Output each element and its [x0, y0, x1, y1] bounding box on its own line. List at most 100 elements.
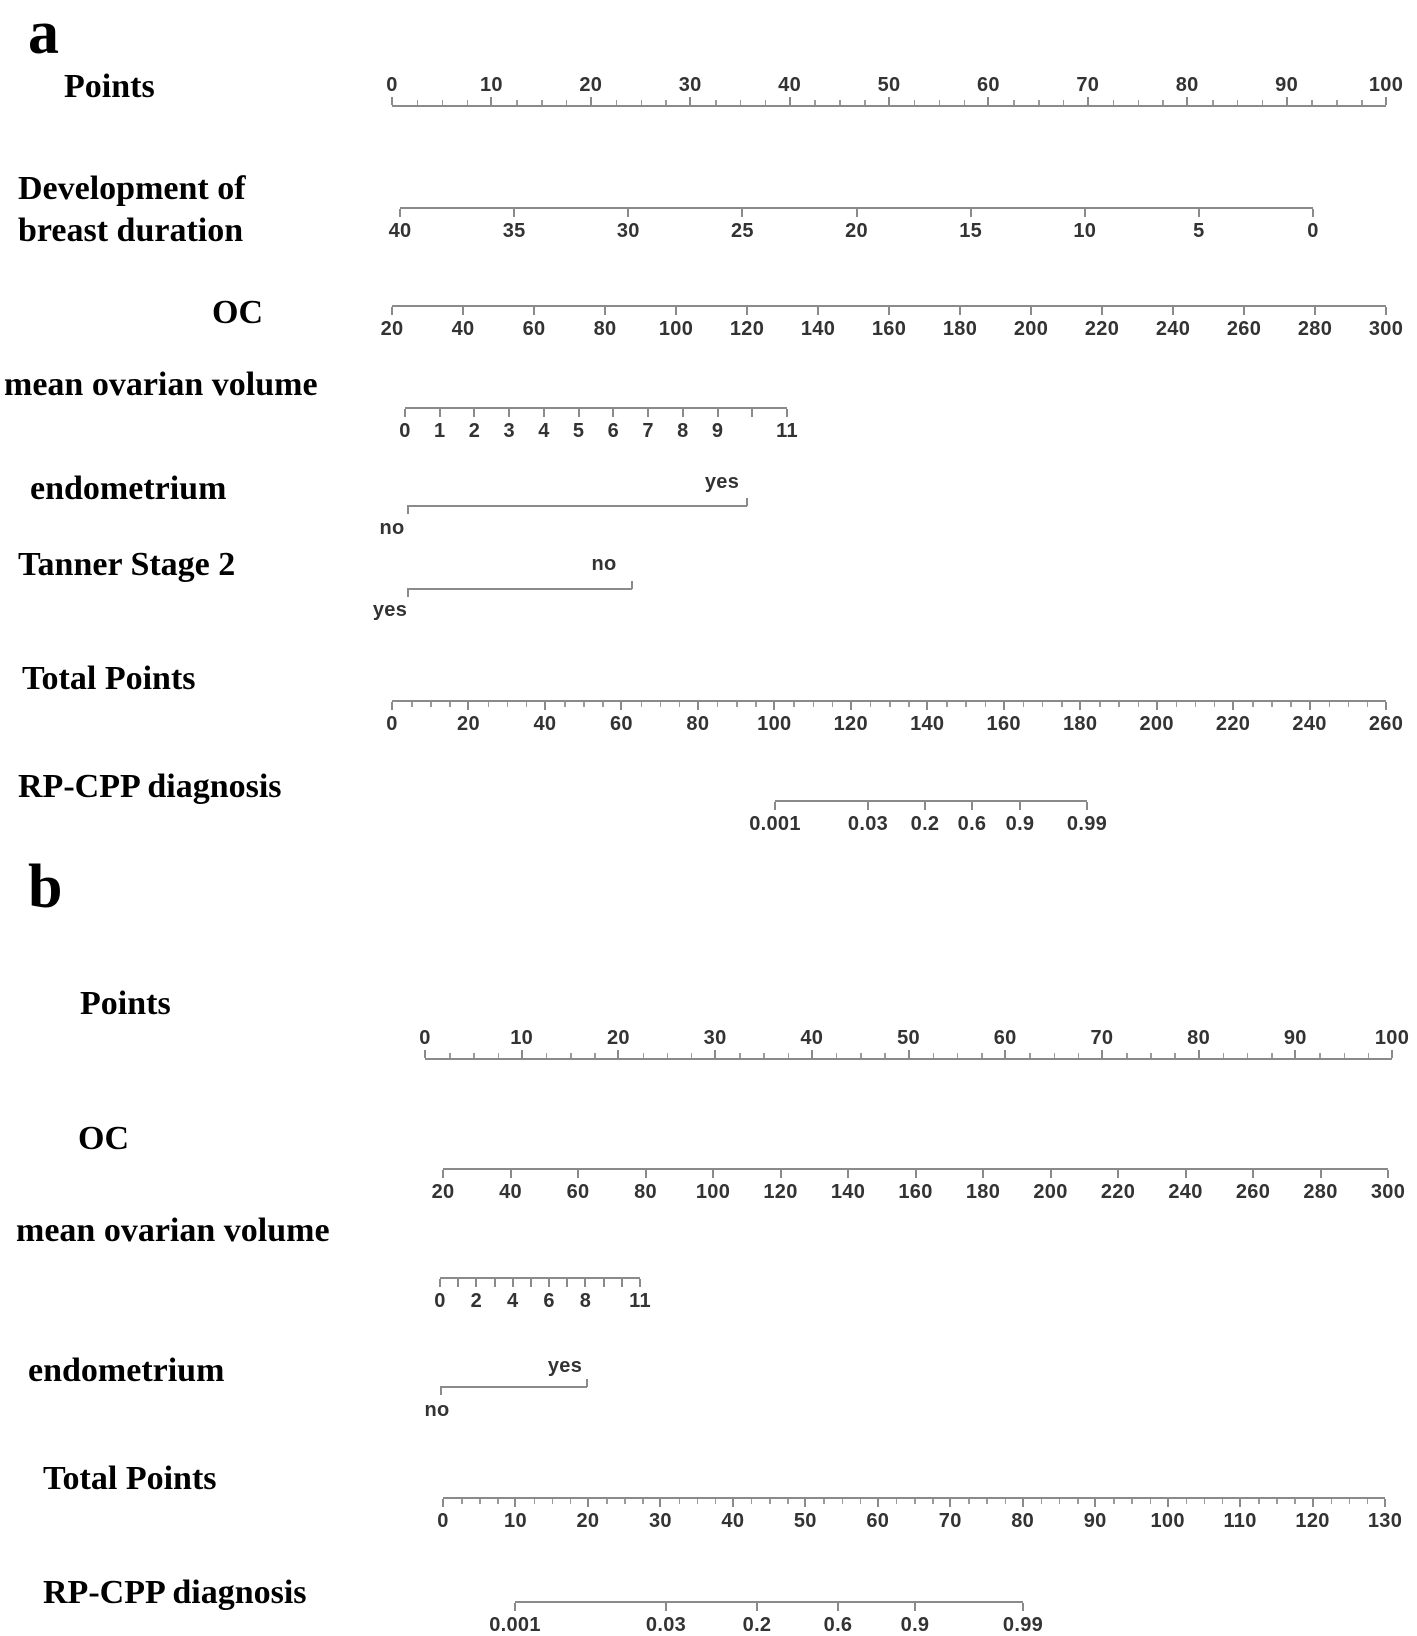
axis-tick-b-mean-ovarian-volume	[584, 1279, 587, 1287]
axis-minor-tick-b-points	[594, 1053, 596, 1058]
axis-minor-tick-b-total-points	[624, 1499, 626, 1504]
axis-minor-tick-a-total-points	[984, 702, 987, 707]
axis-minor-tick-b-points	[1150, 1053, 1152, 1058]
tick-label-b-oc-100: 100	[695, 1181, 731, 1203]
axis-minor-tick-b-points	[1053, 1053, 1056, 1058]
axis-minor-tick-a-total-points	[716, 702, 719, 707]
tick-label-a-oc-280: 280	[1297, 318, 1333, 340]
axis-minor-tick-a-total-points	[908, 702, 910, 707]
axis-tick-a-mean-ovarian-volume	[647, 409, 650, 417]
axis-minor-tick-a-total-points	[1328, 702, 1331, 707]
tick-label-a-points-70: 70	[1076, 74, 1100, 96]
axis-minor-tick-b-total-points	[497, 1499, 499, 1504]
tick-label-b-rp-cpp-diagnosis-0.6: 0.6	[823, 1614, 853, 1636]
axis-tick-b-oc	[712, 1170, 714, 1178]
axis-tick-a-points	[689, 97, 692, 105]
axis-tick-a-mean-ovarian-volume	[716, 409, 719, 417]
axis-tick-a-mean-ovarian-volume	[473, 409, 476, 417]
axis-tick-b-mean-ovarian-volume	[620, 1279, 623, 1287]
axis-tick-b-total-points	[1166, 1499, 1169, 1507]
axis-tick-b-mean-ovarian-volume	[439, 1279, 441, 1287]
tick-label-b-total-points-50: 50	[793, 1510, 817, 1532]
row-label-a-breast-duration: Development of breast duration	[18, 170, 246, 250]
tick-label-b-points-10: 10	[510, 1027, 534, 1049]
axis-minor-tick-a-total-points	[449, 702, 451, 707]
axis-minor-tick-b-total-points	[678, 1499, 680, 1504]
binary-label-b-endometrium-yes: yes	[547, 1355, 583, 1377]
axis-minor-tick-b-total-points	[914, 1499, 916, 1504]
tick-label-b-total-points-40: 40	[721, 1510, 745, 1532]
axis-minor-tick-a-total-points	[812, 702, 815, 707]
axis-tick-b-mean-ovarian-volume	[457, 1279, 460, 1287]
tick-label-a-mean-ovarian-volume-4: 4	[538, 420, 550, 442]
axis-tick-a-points	[490, 97, 493, 105]
axis-minor-tick-b-total-points	[859, 1499, 862, 1504]
axis-minor-tick-a-total-points	[640, 702, 642, 707]
tick-label-b-oc-180: 180	[965, 1181, 1001, 1203]
axis-tick-a-breast-duration	[513, 209, 516, 217]
row-label-b-points: Points	[80, 985, 171, 1022]
axis-minor-tick-b-points	[1319, 1053, 1321, 1058]
axis-minor-tick-a-points	[665, 100, 667, 105]
tick-label-a-total-points-80: 80	[686, 713, 710, 735]
axis-minor-tick-a-points	[1162, 100, 1164, 105]
tick-label-b-oc-300: 300	[1370, 1181, 1406, 1203]
axis-tick-a-points	[1385, 97, 1387, 105]
axis-minor-tick-b-total-points	[551, 1499, 554, 1504]
tick-label-b-total-points-120: 120	[1295, 1510, 1330, 1532]
axis-tick-a-breast-duration	[969, 209, 972, 217]
axis-tick-b-total-points	[1239, 1499, 1242, 1507]
tick-label-a-total-points-220: 220	[1215, 713, 1251, 735]
axis-tick-a-oc	[604, 307, 606, 315]
binary-label-a-endometrium-no: no	[379, 517, 405, 539]
axis-tick-a-total-points	[773, 702, 776, 710]
tick-label-a-mean-ovarian-volume-0: 0	[399, 420, 411, 442]
tick-label-b-oc-220: 220	[1100, 1181, 1136, 1203]
axis-minor-tick-a-points	[764, 100, 767, 105]
tick-label-b-total-points-130: 130	[1367, 1510, 1403, 1532]
tick-label-b-rp-cpp-diagnosis-0.2: 0.2	[742, 1614, 772, 1636]
axis-minor-tick-a-points	[615, 100, 618, 105]
axis-tick-a-total-points	[1308, 702, 1311, 710]
axis-tick-b-rp-cpp-diagnosis	[914, 1603, 916, 1611]
axis-tick-b-total-points	[514, 1499, 517, 1507]
axis-tick-a-total-points	[926, 702, 929, 710]
axis-tick-b-total-points	[876, 1499, 879, 1507]
axis-minor-tick-a-total-points	[1022, 702, 1025, 707]
axis-tick-b-points	[424, 1050, 426, 1058]
axis-minor-tick-b-points	[787, 1053, 790, 1058]
tick-label-a-points-10: 10	[479, 74, 503, 96]
axis-tick-a-total-points	[1155, 702, 1158, 710]
axis-tick-b-points	[520, 1050, 523, 1058]
axis-tick-b-oc	[509, 1170, 512, 1178]
axis-tick-a-breast-duration	[399, 209, 401, 217]
axis-minor-tick-b-points	[1174, 1053, 1176, 1058]
axis-tick-b-rp-cpp-diagnosis	[756, 1603, 758, 1611]
tick-label-a-points-30: 30	[678, 74, 702, 96]
tick-label-b-oc-40: 40	[499, 1181, 522, 1203]
tick-label-a-oc-260: 260	[1226, 318, 1262, 340]
axis-minor-tick-a-total-points	[793, 702, 795, 707]
axis-minor-tick-b-points	[956, 1053, 959, 1058]
tick-label-a-total-points-240: 240	[1292, 713, 1327, 735]
tick-label-a-points-100: 100	[1368, 74, 1404, 96]
axis-tick-a-oc	[817, 307, 819, 315]
tick-label-b-points-70: 70	[1090, 1027, 1114, 1049]
axis-minor-tick-b-total-points	[787, 1499, 789, 1504]
axis-minor-tick-a-total-points	[1213, 702, 1216, 707]
axis-minor-tick-b-points	[1222, 1053, 1225, 1058]
axis-minor-tick-b-points	[570, 1053, 572, 1058]
axis-tick-b-mean-ovarian-volume	[602, 1279, 605, 1287]
tick-label-b-oc-240: 240	[1168, 1181, 1203, 1203]
tick-label-a-total-points-120: 120	[833, 713, 868, 735]
tick-label-a-oc-140: 140	[800, 318, 836, 340]
axis-minor-tick-b-total-points	[1113, 1499, 1115, 1504]
axis-minor-tick-b-total-points	[823, 1499, 825, 1504]
axis-tick-b-mean-ovarian-volume	[493, 1279, 496, 1287]
tick-label-b-oc-20: 20	[431, 1181, 455, 1203]
axis-tick-b-oc	[982, 1170, 984, 1178]
tick-label-a-mean-ovarian-volume-2: 2	[468, 420, 481, 442]
axis-line-b-points	[425, 1058, 1392, 1060]
axis-line-a-rp-cpp-diagnosis	[775, 800, 1087, 802]
row-label-b-total-points: Total Points	[43, 1460, 217, 1497]
